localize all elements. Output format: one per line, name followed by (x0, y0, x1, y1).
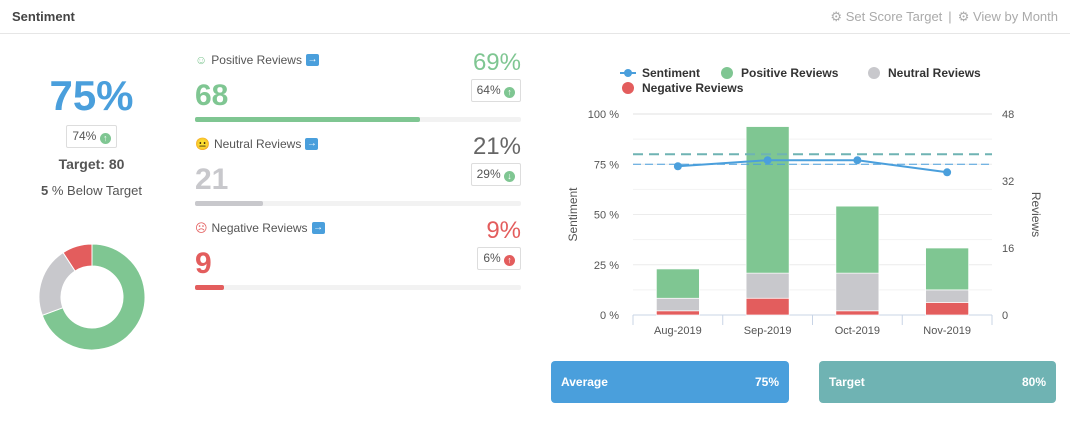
view-by-month-label: View by Month (972, 8, 1058, 24)
legend-marker-icon (721, 67, 733, 79)
donut-slice-positive (41, 243, 146, 351)
average-tile: Average 75% (551, 361, 789, 403)
neutral-face-icon: 😐 (195, 137, 210, 151)
arrow-up-icon: ↑ (99, 133, 111, 144)
category-percent: 9% (486, 217, 521, 244)
y2-tick-label: 16 (1002, 243, 1014, 255)
sentiment-line (677, 159, 948, 174)
previous-percent: 6% (483, 251, 501, 265)
set-score-target-link[interactable]: ⚙ Set Score Target (830, 8, 943, 24)
previous-percent: 29% (476, 167, 501, 181)
legend-marker-icon (622, 82, 634, 94)
bar-negative-reviews (925, 302, 969, 316)
bar-neutral-reviews (656, 297, 700, 312)
arrow-down-icon: ↓ (504, 171, 515, 182)
arrow-right-icon[interactable]: → (311, 222, 325, 234)
donut-slice-negative (62, 243, 93, 272)
category-count: 9 (195, 247, 212, 280)
category-progress-bar (195, 117, 521, 122)
separator: | (948, 8, 952, 24)
x-tick-label: Oct-2019 (835, 325, 880, 337)
sentiment-donut (38, 243, 146, 351)
y-tick-label: 50 % (594, 210, 619, 222)
legend-item[interactable]: Positive Reviews (741, 66, 839, 80)
average-value: 75% (754, 375, 779, 389)
bar-negative-reviews (835, 310, 880, 316)
y-tick-label: 100 % (588, 109, 619, 121)
view-by-month-link[interactable]: ⚙ View by Month (957, 8, 1058, 24)
arrow-up-icon: ↑ (504, 87, 515, 98)
category-count: 68 (195, 79, 229, 112)
below-value: 5 (41, 183, 49, 198)
previous-score-badge: 74% ↑ (66, 125, 117, 148)
previous-percent-badge: 64% ↑ (470, 79, 521, 102)
y-tick-label: 75 % (594, 159, 619, 171)
legend-item[interactable]: Neutral Reviews (888, 66, 981, 80)
y-tick-label: 25 % (594, 260, 619, 272)
progress-fill (195, 201, 264, 206)
sentiment-chart: 0 % 25 % 50 % 75 % 100 % 0 16 32 48 Sentiment Revi… (566, 66, 1043, 337)
bar-neutral-reviews (925, 289, 969, 303)
category-label: Negative Reviews (211, 221, 308, 235)
set-target-label: Set Score Target (845, 8, 943, 24)
progress-fill (195, 117, 420, 122)
target-value: 80% (1021, 375, 1046, 389)
y-axis-title: Sentiment (566, 187, 580, 242)
y2-tick-label: 0 (1002, 310, 1008, 322)
x-tick-label: Sep-2019 (744, 325, 792, 337)
sentiment-point (763, 156, 772, 165)
arrow-right-icon[interactable]: → (305, 54, 319, 66)
previous-percent: 64% (476, 83, 501, 97)
average-label: Average (561, 375, 608, 389)
category-row-0: ☺ Positive Reviews → 68 69% 64% ↑ (195, 49, 521, 122)
y-tick-label: 0 % (600, 310, 619, 322)
bar-negative-reviews (656, 310, 700, 316)
panel-header: Sentiment ⚙ Set Score Target | ⚙ View by… (0, 0, 1070, 34)
category-progress-bar (195, 201, 521, 206)
category-row-1: 😐 Neutral Reviews → 21 21% 29% ↓ (195, 133, 521, 206)
legend-item[interactable]: Negative Reviews (642, 81, 744, 95)
bar-negative-reviews (745, 297, 790, 316)
y2-tick-label: 32 (1002, 176, 1014, 188)
bar-neutral-reviews (745, 272, 790, 299)
bar-neutral-reviews (835, 272, 880, 312)
previous-score: 74% (72, 129, 97, 143)
progress-fill (195, 285, 225, 290)
sentiment-point (673, 162, 682, 171)
category-label: Positive Reviews (211, 53, 302, 67)
previous-percent-badge: 6% ↑ (477, 247, 521, 270)
arrow-right-icon[interactable]: → (305, 138, 319, 150)
category-label: Neutral Reviews (213, 137, 302, 151)
panel-title: Sentiment (12, 9, 75, 24)
target-label: Target (829, 375, 865, 389)
bar-positive-reviews (835, 205, 880, 274)
previous-percent-badge: 29% ↓ (470, 163, 521, 186)
category-percent: 69% (472, 49, 521, 76)
target-text: Target: 80 (58, 156, 125, 172)
sentiment-point (943, 168, 952, 177)
target-tile: Target 80% (819, 361, 1056, 403)
category-row-2: ☹ Negative Reviews → 9 9% 6% ↑ (195, 217, 521, 290)
bar-positive-reviews (745, 126, 790, 274)
sentiment-point (853, 156, 862, 165)
sentiment-score: 75% (49, 72, 134, 119)
legend-marker-icon (624, 69, 632, 77)
below-label: % Below Target (48, 183, 142, 198)
bar-positive-reviews (925, 247, 969, 291)
arrow-up-icon: ↑ (504, 255, 515, 266)
category-progress-bar (195, 285, 521, 290)
category-percent: 21% (472, 133, 521, 160)
y2-tick-label: 48 (1002, 109, 1014, 121)
smile-icon: ☺ (195, 53, 208, 67)
frown-icon: ☹ (195, 221, 208, 235)
legend-item[interactable]: Sentiment (642, 66, 700, 80)
category-count: 21 (195, 163, 229, 196)
legend-marker-icon (868, 67, 880, 79)
bar-positive-reviews (656, 268, 700, 299)
below-target-text: 5 % Below Target (0, 183, 183, 198)
x-tick-label: Nov-2019 (923, 325, 971, 337)
y2-axis-title: Reviews (1029, 192, 1043, 237)
x-tick-label: Aug-2019 (654, 325, 702, 337)
